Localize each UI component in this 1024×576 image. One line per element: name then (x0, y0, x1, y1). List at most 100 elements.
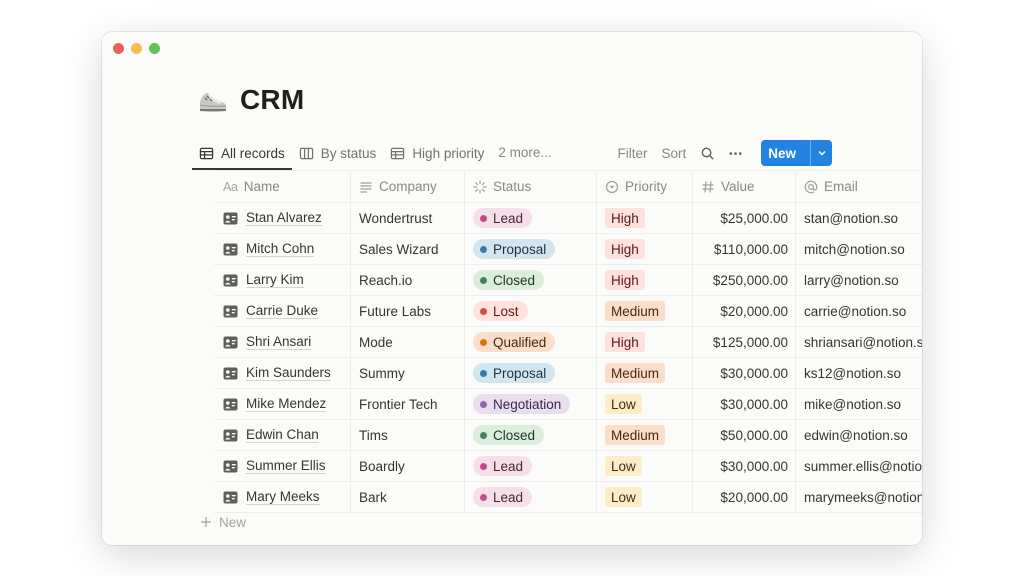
column-header-company[interactable]: Company (351, 170, 465, 203)
priority-cell[interactable]: High (597, 202, 693, 234)
company-cell[interactable]: Mode (351, 326, 465, 358)
priority-cell[interactable]: Low (597, 388, 693, 420)
name-cell[interactable]: Mike Mendez (214, 388, 351, 420)
status-cell[interactable]: Closed (465, 264, 597, 296)
company-cell[interactable]: Tims (351, 419, 465, 451)
table-row[interactable]: Carrie Duke Future Labs Lost Medium $20,000.… (214, 295, 922, 327)
company-cell[interactable]: Sales Wizard (351, 233, 465, 265)
priority-cell[interactable]: High (597, 233, 693, 265)
email-cell[interactable]: carrie@notion.so (796, 296, 922, 327)
column-header-value[interactable]: Value (693, 170, 796, 203)
company-cell[interactable]: Frontier Tech (351, 388, 465, 420)
record-name[interactable]: Mike Mendez (246, 396, 327, 412)
running-shoe-icon[interactable] (196, 84, 228, 116)
name-cell[interactable]: Carrie Duke (214, 295, 351, 327)
email-cell[interactable]: ks12@notion.so (796, 358, 922, 389)
value-cell[interactable]: $25,000.00 (693, 202, 796, 234)
email-cell[interactable]: mitch@notion.so (796, 234, 922, 265)
status-cell[interactable]: Lead (465, 481, 597, 513)
priority-cell[interactable]: High (597, 264, 693, 296)
value-cell[interactable]: $50,000.00 (693, 419, 796, 451)
column-header-priority[interactable]: Priority (597, 170, 693, 203)
column-header-status[interactable]: Status (465, 170, 597, 203)
name-cell[interactable]: Mary Meeks (214, 481, 351, 513)
record-name[interactable]: Kim Saunders (246, 365, 331, 381)
minimize-window-button[interactable] (131, 43, 142, 54)
company-cell[interactable]: Future Labs (351, 295, 465, 327)
tab-all-records[interactable]: All records (192, 136, 292, 170)
company-cell[interactable]: Wondertrust (351, 202, 465, 234)
record-name[interactable]: Stan Alvarez (246, 210, 322, 226)
table-row[interactable]: Kim Saunders Summy Proposal Medium $30,000.0… (214, 357, 922, 389)
table-row[interactable]: Mike Mendez Frontier Tech Negotiation Low $3… (214, 388, 922, 420)
email-cell[interactable]: marymeeks@notion.so (796, 482, 922, 513)
priority-cell[interactable]: Low (597, 450, 693, 482)
value-cell[interactable]: $30,000.00 (693, 388, 796, 420)
record-name[interactable]: Mitch Cohn (246, 241, 315, 257)
email-cell[interactable]: summer.ellis@notion.so (796, 451, 922, 482)
email-cell[interactable]: shriansari@notion.so (796, 327, 922, 358)
status-cell[interactable]: Proposal (465, 357, 597, 389)
priority-cell[interactable]: High (597, 326, 693, 358)
status-cell[interactable]: Qualified (465, 326, 597, 358)
company-cell[interactable]: Bark (351, 481, 465, 513)
maximize-window-button[interactable] (149, 43, 160, 54)
close-window-button[interactable] (113, 43, 124, 54)
value-cell[interactable]: $110,000.00 (693, 233, 796, 265)
status-cell[interactable]: Lead (465, 450, 597, 482)
company-cell[interactable]: Reach.io (351, 264, 465, 296)
new-record-button[interactable]: New (761, 140, 832, 166)
table-row[interactable]: Summer Ellis Boardly Lead Low $30,000.00 summ… (214, 450, 922, 482)
status-cell[interactable]: Closed (465, 419, 597, 451)
column-header-name[interactable]: Aa Name (214, 170, 351, 203)
company-cell[interactable]: Boardly (351, 450, 465, 482)
name-cell[interactable]: Larry Kim (214, 264, 351, 296)
record-name[interactable]: Summer Ellis (246, 458, 326, 474)
table-row[interactable]: Stan Alvarez Wondertrust Lead High $25,000.0… (214, 202, 922, 234)
name-cell[interactable]: Stan Alvarez (214, 202, 351, 234)
more-views-button[interactable]: 2 more... (498, 145, 552, 160)
name-cell[interactable]: Kim Saunders (214, 357, 351, 389)
new-dropdown-button[interactable] (810, 140, 832, 166)
priority-cell[interactable]: Medium (597, 357, 693, 389)
value-cell[interactable]: $30,000.00 (693, 450, 796, 482)
email-cell[interactable]: mike@notion.so (796, 389, 922, 420)
status-cell[interactable]: Lead (465, 202, 597, 234)
search-button[interactable] (693, 139, 721, 167)
table-row[interactable]: Larry Kim Reach.io Closed High $250,000.00 la… (214, 264, 922, 296)
email-cell[interactable]: edwin@notion.so (796, 420, 922, 451)
record-name[interactable]: Mary Meeks (246, 489, 320, 505)
record-name[interactable]: Shri Ansari (246, 334, 312, 350)
record-name[interactable]: Edwin Chan (246, 427, 319, 443)
name-cell[interactable]: Summer Ellis (214, 450, 351, 482)
name-cell[interactable]: Edwin Chan (214, 419, 351, 451)
value-cell[interactable]: $125,000.00 (693, 326, 796, 358)
table-row[interactable]: Mitch Cohn Sales Wizard Proposal High $110,0… (214, 233, 922, 265)
filter-button[interactable]: Filter (617, 145, 648, 161)
table-row[interactable]: Mary Meeks Bark Lead Low $20,000.00 marymeeks… (214, 481, 922, 513)
sort-button[interactable]: Sort (661, 145, 687, 161)
status-cell[interactable]: Proposal (465, 233, 597, 265)
email-cell[interactable]: larry@notion.so (796, 265, 922, 296)
column-header-email[interactable]: Email (796, 171, 922, 203)
value-cell[interactable]: $250,000.00 (693, 264, 796, 296)
tab-by-status[interactable]: By status (292, 136, 384, 170)
status-cell[interactable]: Negotiation (465, 388, 597, 420)
value-cell[interactable]: $20,000.00 (693, 481, 796, 513)
tab-high-priority[interactable]: High priority (383, 136, 491, 170)
record-name[interactable]: Carrie Duke (246, 303, 319, 319)
priority-cell[interactable]: Medium (597, 295, 693, 327)
more-options-button[interactable] (721, 139, 749, 167)
priority-cell[interactable]: Low (597, 481, 693, 513)
company-cell[interactable]: Summy (351, 357, 465, 389)
table-row[interactable]: Shri Ansari Mode Qualified High $125,000.00 s… (214, 326, 922, 358)
record-name[interactable]: Larry Kim (246, 272, 304, 288)
name-cell[interactable]: Mitch Cohn (214, 233, 351, 265)
value-cell[interactable]: $20,000.00 (693, 295, 796, 327)
add-row-button[interactable]: New (200, 510, 246, 534)
email-cell[interactable]: stan@notion.so (796, 203, 922, 234)
name-cell[interactable]: Shri Ansari (214, 326, 351, 358)
priority-cell[interactable]: Medium (597, 419, 693, 451)
table-row[interactable]: Edwin Chan Tims Closed Medium $50,000.00 edwi… (214, 419, 922, 451)
status-cell[interactable]: Lost (465, 295, 597, 327)
